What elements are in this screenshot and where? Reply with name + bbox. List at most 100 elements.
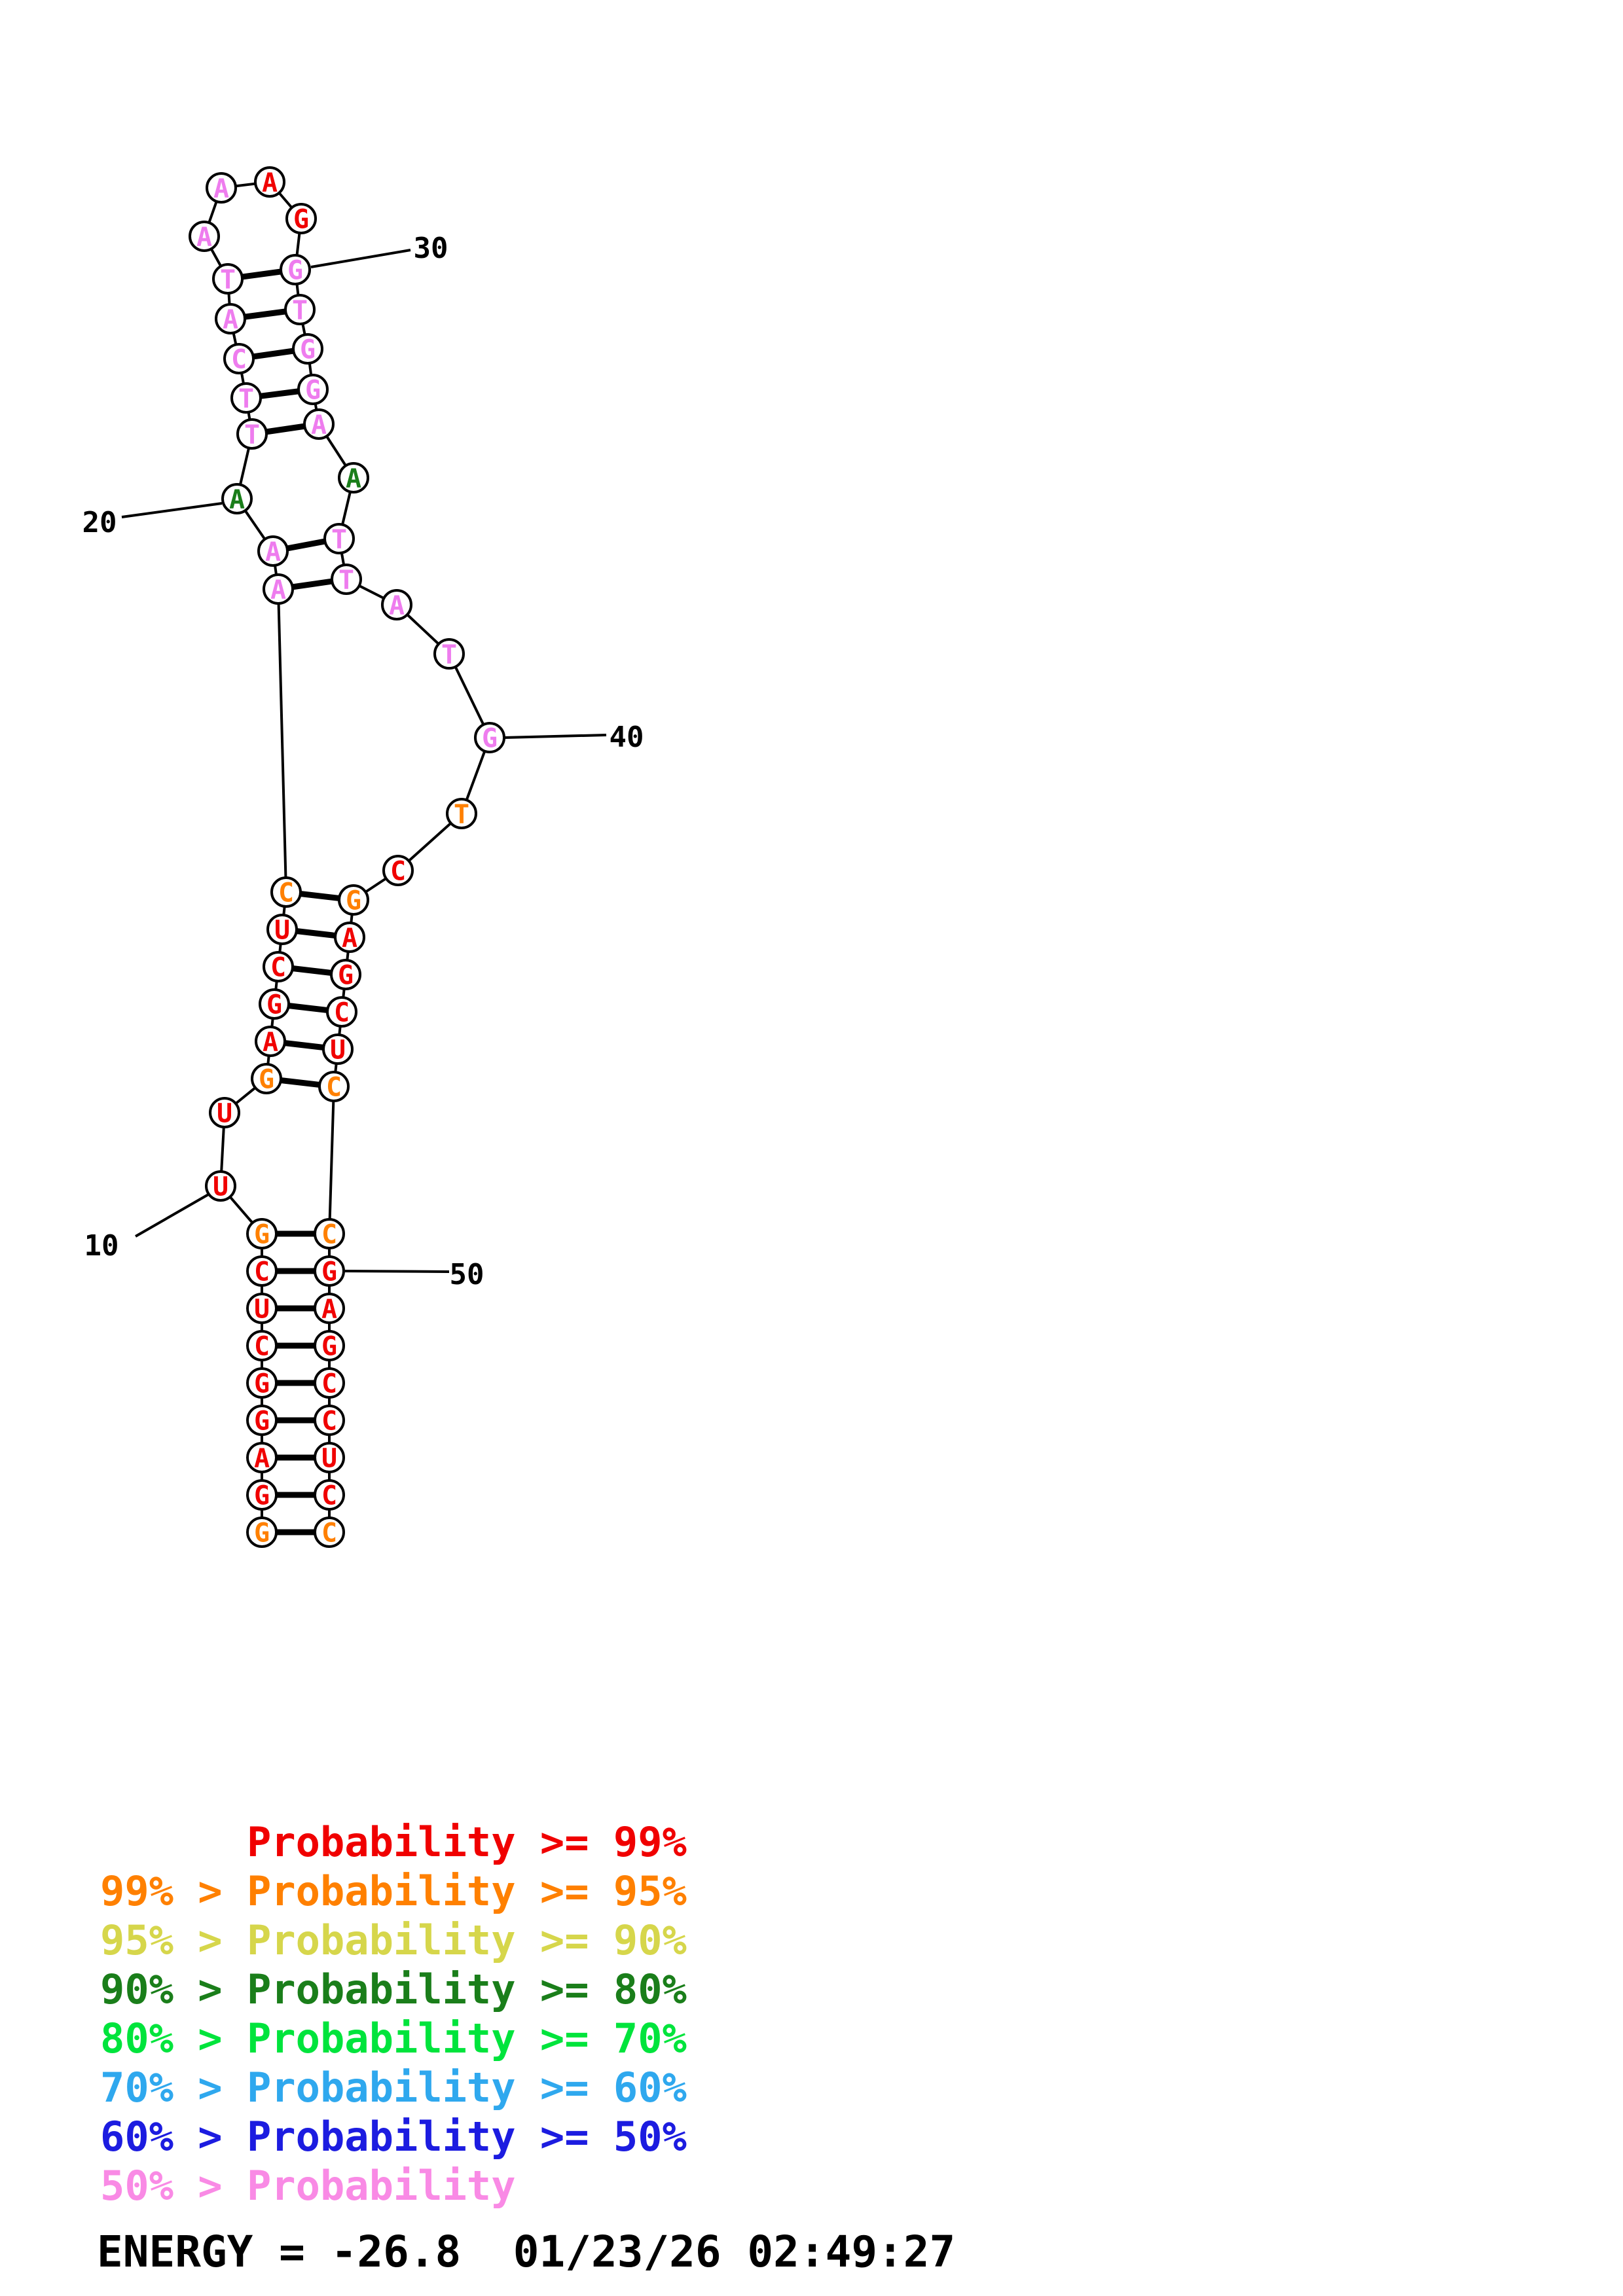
nucleotide-circle-16 bbox=[266, 914, 298, 945]
nucleotide-circle-22 bbox=[230, 382, 262, 414]
nucleotide-base-56: C bbox=[321, 1480, 337, 1511]
nucleotide-base-41: T bbox=[454, 799, 469, 829]
nucleotide-circle-30 bbox=[280, 254, 311, 285]
nucleotide-circle-1 bbox=[246, 1516, 278, 1548]
nucleotide-base-36: T bbox=[331, 524, 347, 554]
nucleotide-base-8: C bbox=[254, 1257, 270, 1287]
nucleotide-circle-17 bbox=[270, 876, 302, 908]
nucleotide-base-43: G bbox=[346, 886, 361, 916]
nucleotide-base-9: G bbox=[254, 1219, 270, 1249]
nucleotide-circle-37 bbox=[331, 564, 362, 595]
nucleotide-circle-8 bbox=[246, 1255, 278, 1287]
nucleotide-base-35: A bbox=[346, 463, 361, 493]
legend-line-8: 50% > Probability bbox=[100, 2162, 516, 2210]
nucleotide-base-28: A bbox=[262, 168, 278, 198]
nucleotide-base-47: U bbox=[330, 1035, 346, 1065]
nucleotide-base-30: G bbox=[287, 255, 303, 285]
nucleotide-circle-56 bbox=[314, 1479, 345, 1511]
legend-line-7: 60% > Probability >= 50% bbox=[100, 2113, 687, 2161]
nucleotide-base-19: A bbox=[265, 537, 281, 567]
nucleotide-circle-40 bbox=[474, 722, 505, 753]
legend-line-2: 99% > Probability >= 95% bbox=[100, 1867, 687, 1915]
nucleotide-circle-15 bbox=[263, 951, 294, 982]
nucleotide-circle-47 bbox=[322, 1033, 354, 1065]
legend-line-6: 70% > Probability >= 60% bbox=[100, 2064, 687, 2111]
nucleotide-base-18: A bbox=[270, 575, 286, 605]
nucleotide-circle-51 bbox=[314, 1293, 345, 1324]
nucleotide-base-10: U bbox=[213, 1172, 228, 1202]
probability-legend: Probability >= 99% 99% > Probability >= 9… bbox=[100, 1818, 687, 2210]
nucleotide-base-7: U bbox=[254, 1294, 270, 1324]
nucleotide-circle-41 bbox=[446, 798, 477, 829]
nucleotide-circle-45 bbox=[330, 959, 361, 990]
nucleotide-circle-38 bbox=[381, 589, 412, 620]
nucleotide-circle-28 bbox=[254, 166, 285, 198]
nucleotide-circle-26 bbox=[189, 221, 220, 252]
nucleotide-circle-42 bbox=[382, 855, 414, 886]
label-leader-10 bbox=[135, 1193, 210, 1238]
nucleotide-circle-14 bbox=[259, 988, 290, 1020]
nucleotide-circle-9 bbox=[246, 1218, 278, 1249]
nucleotide-base-11: U bbox=[217, 1098, 232, 1128]
nucleotide-base-17: C bbox=[278, 878, 294, 908]
nucleotide-circle-3 bbox=[246, 1442, 278, 1473]
nucleotide-circle-20 bbox=[221, 483, 253, 514]
legend-line-5: 80% > Probability >= 70% bbox=[100, 2015, 687, 2062]
energy-line: ENERGY = -26.8 01/23/26 02:49:27 bbox=[97, 2227, 956, 2277]
nucleotide-base-29: G bbox=[293, 204, 309, 234]
nucleotide-circle-4 bbox=[246, 1405, 278, 1436]
nucleotide-circle-54 bbox=[314, 1405, 345, 1436]
nucleotide-circle-36 bbox=[323, 523, 355, 554]
label-leader-20 bbox=[121, 502, 223, 518]
nucleotide-circle-24 bbox=[215, 303, 246, 334]
nucleotide-base-4: G bbox=[254, 1406, 270, 1436]
nucleotide-base-3: A bbox=[254, 1443, 270, 1473]
nucleotide-base-15: C bbox=[270, 952, 286, 982]
nucleotide-circle-29 bbox=[285, 203, 317, 234]
nucleotide-circle-44 bbox=[334, 922, 365, 953]
nucleotide-base-33: G bbox=[305, 375, 321, 405]
nucleotide-circle-43 bbox=[338, 884, 369, 916]
nucleotide-circle-34 bbox=[303, 408, 335, 440]
nucleotide-base-44: A bbox=[342, 923, 357, 953]
nucleotide-base-37: T bbox=[338, 565, 354, 595]
nucleotide-circle-53 bbox=[314, 1367, 345, 1399]
nucleotide-base-25: T bbox=[220, 264, 236, 295]
position-label-10: 10 bbox=[84, 1229, 119, 1263]
nucleotide-base-22: T bbox=[238, 384, 254, 414]
nucleotide-base-57: C bbox=[321, 1518, 337, 1548]
nucleotide-circle-46 bbox=[326, 996, 357, 1028]
nucleotide-circle-57 bbox=[314, 1516, 345, 1548]
label-leader-30 bbox=[310, 249, 411, 268]
nucleotide-base-20: A bbox=[229, 484, 245, 514]
nucleotide-base-16: U bbox=[274, 915, 290, 945]
nucleotide-circle-25 bbox=[212, 263, 244, 295]
nucleotide-circle-27 bbox=[206, 172, 237, 204]
position-label-50: 50 bbox=[450, 1258, 484, 1291]
nucleotide-circle-55 bbox=[314, 1442, 345, 1473]
nucleotide-base-46: C bbox=[334, 997, 350, 1028]
nucleotide-base-38: A bbox=[389, 590, 405, 620]
nucleotide-circle-7 bbox=[246, 1293, 278, 1324]
nucleotide-circle-49 bbox=[314, 1218, 345, 1249]
nucleotide-base-2: G bbox=[254, 1480, 270, 1511]
nucleotide-circle-13 bbox=[255, 1026, 286, 1057]
nucleotide-base-14: G bbox=[266, 990, 282, 1020]
nucleotide-base-49: C bbox=[321, 1219, 337, 1249]
nucleotide-base-1: G bbox=[254, 1518, 270, 1548]
nucleotide-circle-6 bbox=[246, 1330, 278, 1361]
nucleotide-base-39: T bbox=[441, 639, 457, 670]
nucleotide-circle-48 bbox=[318, 1071, 350, 1102]
nucleotide-circle-12 bbox=[251, 1063, 282, 1094]
nucleotide-base-45: G bbox=[338, 960, 354, 990]
backbone-segment-48 bbox=[328, 1086, 335, 1234]
nucleotide-base-55: U bbox=[321, 1443, 337, 1473]
legend-line-1: Probability >= 99% bbox=[100, 1818, 687, 1866]
nucleotide-circle-50 bbox=[314, 1255, 345, 1287]
position-label-20: 20 bbox=[82, 506, 117, 539]
nucleotide-base-40: G bbox=[482, 723, 498, 753]
nucleotide-circle-19 bbox=[257, 535, 289, 567]
nucleotide-circle-32 bbox=[292, 333, 323, 365]
nucleotide-circle-33 bbox=[297, 374, 329, 405]
